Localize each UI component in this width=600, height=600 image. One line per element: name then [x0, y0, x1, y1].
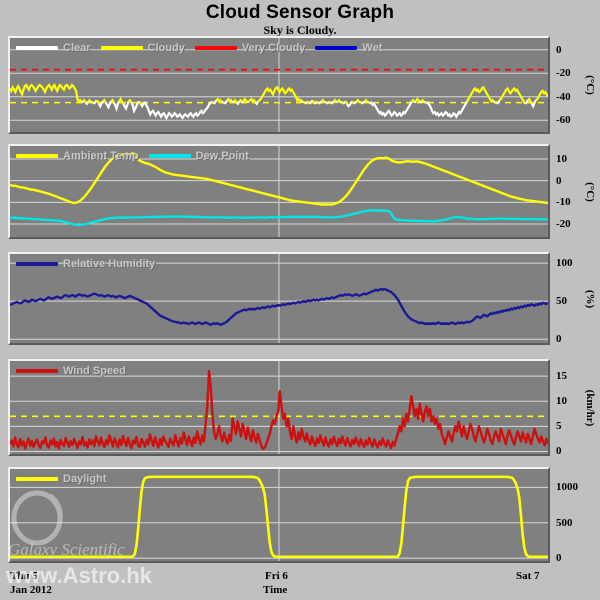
plot-area-temperature [10, 146, 548, 237]
y-axis-unit-label: (km/hr) [584, 389, 596, 426]
series-segment [242, 101, 243, 102]
series-segment [131, 101, 139, 110]
series-segment [247, 101, 248, 102]
series-segment [111, 100, 114, 102]
x-axis-title: Time [263, 584, 288, 596]
series-segment [255, 101, 258, 103]
sky-status-subtitle: Sky is Cloudy. [263, 23, 337, 37]
series-segment [216, 99, 221, 103]
y-axis-cloud-sensor: 0 -20 -40 -60 (°C) [556, 38, 600, 132]
series-segment [119, 99, 123, 104]
chart-panel-wind-speed: Wind Speed [8, 359, 550, 456]
page-title: Cloud Sensor Graph [205, 2, 395, 23]
y-tick-label: -60 [556, 114, 571, 127]
y-axis-temperature: 10 0 -10 -20 (°C) [556, 146, 600, 237]
x-tick-label: Thu 5 [10, 570, 38, 582]
y-tick-label: -20 [556, 218, 571, 230]
series-segment [427, 101, 467, 116]
series-segment [214, 100, 217, 104]
y-tick-label: 0 [556, 445, 562, 458]
plot-area-cloud-sensor [10, 38, 548, 132]
series-segment [114, 101, 119, 108]
series-segment [536, 91, 548, 100]
plot-area-relative-humidity [10, 254, 548, 343]
series-segment [415, 101, 416, 102]
series-segment [347, 101, 352, 106]
y-tick-label: 0 [556, 43, 562, 56]
y-tick-label: 500 [556, 516, 573, 529]
series-segment [528, 99, 532, 104]
series-segment [96, 100, 99, 104]
series-line [10, 153, 548, 204]
series-segment [86, 101, 89, 103]
series-segment [467, 87, 494, 102]
y-tick-label: 0 [556, 174, 562, 187]
y-tick-label: 0 [556, 333, 562, 346]
y-axis-wind-speed: 15 10 5 0 (km/hr) [556, 361, 600, 458]
y-axis-unit-label: (%) [584, 289, 596, 308]
y-axis-unit-label: (°C) [584, 75, 596, 95]
y-tick-label: 50 [556, 295, 567, 308]
y-tick-label: 0 [556, 552, 562, 565]
series-segment [99, 101, 103, 106]
series-segment [237, 101, 240, 103]
series-line [10, 210, 548, 225]
y-tick-label: 1000 [556, 481, 578, 494]
series-segment [249, 99, 256, 103]
y-tick-label: -40 [556, 90, 571, 103]
y-axis-unit-label: (°C) [584, 181, 596, 202]
series-segment [370, 101, 412, 115]
series-segment [139, 101, 140, 103]
x-tick-label: Fri 6 [265, 570, 288, 582]
series-segment [258, 87, 303, 102]
y-tick-label: 15 [556, 370, 567, 383]
series-segment [532, 100, 536, 106]
series-segment [227, 99, 232, 103]
series-line [10, 477, 548, 557]
y-tick-label: -10 [556, 196, 571, 209]
plot-area-daylight [10, 469, 548, 561]
series-segment [81, 101, 82, 102]
chart-panel-relative-humidity: Relative Humidity [8, 252, 550, 345]
series-segment [331, 101, 334, 103]
y-tick-label: 10 [556, 395, 567, 408]
series-segment [106, 101, 111, 107]
series-segment [499, 89, 525, 104]
series-segment [103, 100, 106, 102]
series-segment [416, 99, 420, 103]
y-tick-label: -20 [556, 67, 571, 80]
y-axis-daylight: 1000 500 0 [556, 469, 600, 565]
series-segment [129, 100, 132, 102]
plot-area-wind-speed [10, 361, 548, 454]
series-segment [10, 85, 81, 103]
x-tick-sublabel: Jan 2012 [10, 584, 52, 596]
y-tick-label: 10 [556, 153, 567, 165]
series-line [10, 289, 548, 325]
series-segment [123, 101, 128, 108]
series-segment [362, 101, 365, 103]
y-tick-label: 100 [556, 257, 573, 270]
series-segment [232, 101, 233, 102]
series-line [10, 371, 548, 449]
series-segment [319, 101, 322, 103]
chart-panel-temperature: Ambient Temp Dew Point [8, 144, 550, 239]
chart-panel-daylight: Daylight [8, 467, 550, 563]
series-segment [346, 101, 347, 103]
series-segment [497, 100, 500, 104]
x-tick-label: Sat 7 [516, 570, 540, 582]
series-segment [224, 100, 227, 104]
y-axis-relative-humidity: 100 50 0 (%) [556, 254, 600, 346]
series-segment [525, 100, 528, 104]
series-segment [141, 101, 212, 117]
chart-panel-cloud-sensor: Clear Cloudy Very Cloudy Wet [8, 36, 550, 134]
series-segment [243, 99, 247, 103]
series-segment [354, 101, 357, 103]
series-segment [83, 100, 86, 102]
series-segment [336, 101, 337, 102]
y-tick-label: 5 [556, 420, 562, 433]
x-axis-labels: Thu 5 Jan 2012 Fri 6 Time Sat 7 [0, 568, 600, 600]
series-segment [420, 101, 421, 102]
series-segment [234, 100, 237, 102]
